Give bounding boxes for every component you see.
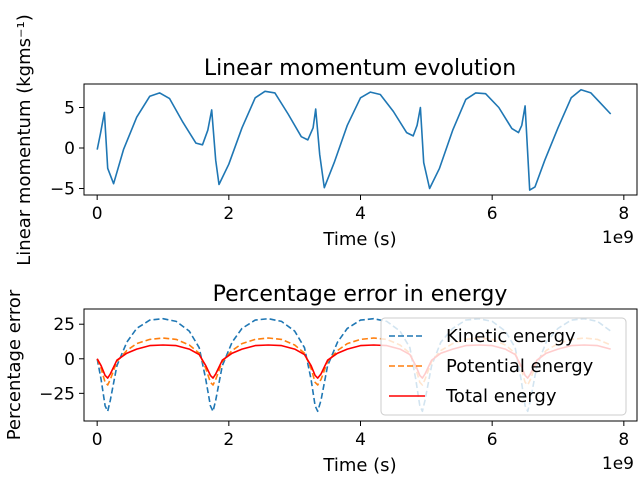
- legend-label: Total energy: [445, 386, 557, 407]
- momentum-ylabel: Linear momentum (kgms⁻¹): [14, 14, 35, 265]
- energy-xlabel: Time (s): [322, 455, 396, 476]
- legend-label: Potential energy: [446, 356, 594, 377]
- energy-ytick-label: 0: [64, 350, 75, 370]
- legend-entries: Kinetic energy Potential energy Total ener…: [389, 326, 594, 407]
- legend-label: Kinetic energy: [446, 326, 576, 347]
- energy-xtick-label: 4: [355, 430, 366, 450]
- momentum-x-offset: 1e9: [602, 228, 634, 248]
- energy-ytick-label: −25: [39, 384, 75, 404]
- momentum-series-line-0: [96, 88, 612, 191]
- momentum-series: [96, 88, 612, 191]
- momentum-title: Linear momentum evolution: [204, 56, 516, 81]
- energy-panel: Percentage error in energy 0 2 4 6 8 −25 0 25 T…: [4, 282, 638, 476]
- legend-box: [380, 317, 627, 416]
- momentum-ytick-label: 0: [64, 139, 75, 159]
- energy-xtick-label: 2: [223, 430, 234, 450]
- momentum-ticks: 0 2 4 6 8 −5 0 5: [50, 98, 629, 224]
- momentum-xtick-label: 6: [487, 204, 498, 224]
- momentum-xtick-label: 4: [355, 204, 366, 224]
- energy-xtick-label: 0: [92, 430, 103, 450]
- energy-title: Percentage error in energy: [213, 282, 508, 307]
- momentum-xtick-label: 0: [92, 204, 103, 224]
- energy-ytick-label: 25: [53, 315, 75, 335]
- momentum-xtick-label: 8: [618, 204, 629, 224]
- energy-legend: Kinetic energy Potential energy Total ener…: [380, 317, 627, 416]
- momentum-xlabel: Time (s): [322, 229, 396, 250]
- energy-x-offset: 1e9: [602, 454, 634, 474]
- energy-xtick-label: 8: [618, 430, 629, 450]
- momentum-xtick-label: 2: [223, 204, 234, 224]
- energy-ylabel: Percentage error: [4, 289, 25, 440]
- momentum-panel: Linear momentum evolution 0 2 4 6 8 −5 0 5 Time…: [14, 14, 638, 266]
- energy-ticks: 0 2 4 6 8 −25 0 25: [39, 315, 629, 450]
- momentum-ytick-label: 5: [64, 98, 75, 118]
- energy-xtick-label: 6: [487, 430, 498, 450]
- momentum-ytick-label: −5: [50, 180, 75, 200]
